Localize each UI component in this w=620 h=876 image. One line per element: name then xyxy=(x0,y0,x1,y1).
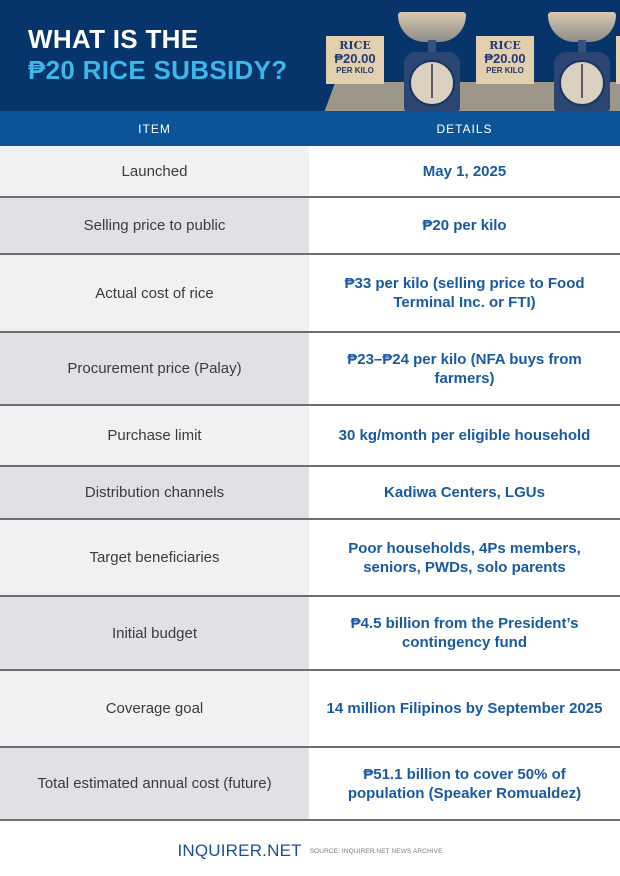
table-header: ITEM DETAILS xyxy=(0,111,620,146)
hero-banner: WHAT IS THE ₱20 RICE SUBSIDY? RICE ₱20.0… xyxy=(0,0,620,111)
rice-scales-photo: RICE ₱20.00 PER KILO RICE ₱20.00 PER KIL… xyxy=(322,0,620,111)
row-details: ₱51.1 billion to cover 50% of population… xyxy=(309,748,620,819)
price-sign: RICE ₱20.00 PER KILO xyxy=(326,36,384,84)
row-item: Initial budget xyxy=(0,597,309,669)
title-line-2: ₱20 RICE SUBSIDY? xyxy=(28,55,288,85)
title-line-1: WHAT IS THE xyxy=(28,24,199,54)
sign-price: ₱20.00 xyxy=(484,51,526,66)
sign-unit: PER KILO xyxy=(486,66,524,75)
row-details: ₱33 per kilo (selling price to Food Term… xyxy=(309,255,620,331)
sign-price: ₱20.00 xyxy=(334,51,376,66)
price-sign: RICE ₱20.00 PER KILO xyxy=(476,36,534,84)
column-header-item: ITEM xyxy=(138,121,171,136)
page-title: WHAT IS THE ₱20 RICE SUBSIDY? xyxy=(28,24,287,86)
row-details: Kadiwa Centers, LGUs xyxy=(309,467,620,518)
sign-label: RICE xyxy=(489,39,521,52)
source-note: SOURCE: INQUIRER.NET NEWS ARCHIVE xyxy=(309,847,443,855)
row-item: Distribution channels xyxy=(0,467,309,518)
row-item: Launched xyxy=(0,146,309,196)
table-row-coverage-goal: Coverage goal 14 million Filipinos by Se… xyxy=(0,671,620,748)
column-header-details: DETAILS xyxy=(436,121,493,136)
row-item: Purchase limit xyxy=(0,406,309,465)
table-row-actual-cost: Actual cost of rice ₱33 per kilo (sellin… xyxy=(0,255,620,333)
row-details: May 1, 2025 xyxy=(309,146,620,196)
table-row-launched: Launched May 1, 2025 xyxy=(0,146,620,198)
sign-unit: PER KILO xyxy=(336,66,374,75)
row-item: Total estimated annual cost (future) xyxy=(0,748,309,819)
row-details: ₱4.5 billion from the President’s contin… xyxy=(309,597,620,669)
inquirer-logo: INQUIRER.NET xyxy=(177,841,302,860)
table-row-annual-cost: Total estimated annual cost (future) ₱51… xyxy=(0,748,620,821)
row-details: Poor households, 4Ps members, seniors, P… xyxy=(309,520,620,595)
row-details: ₱23–₱24 per kilo (NFA buys from farmers) xyxy=(309,333,620,404)
row-details: 30 kg/month per eligible household xyxy=(309,406,620,465)
sign-label: RICE xyxy=(339,39,371,52)
table-row-initial-budget: Initial budget ₱4.5 billion from the Pre… xyxy=(0,597,620,671)
row-details: ₱20 per kilo xyxy=(309,198,620,253)
footer: INQUIRER.NET SOURCE: INQUIRER.NET NEWS A… xyxy=(0,838,620,864)
table-row-target-beneficiaries: Target beneficiaries Poor households, 4P… xyxy=(0,520,620,597)
row-details: 14 million Filipinos by September 2025 xyxy=(309,671,620,746)
table-row-distribution-channels: Distribution channels Kadiwa Centers, LG… xyxy=(0,467,620,520)
row-item: Selling price to public xyxy=(0,198,309,253)
row-item: Target beneficiaries xyxy=(0,520,309,595)
table-row-selling-price: Selling price to public ₱20 per kilo xyxy=(0,198,620,255)
price-sign-partial xyxy=(616,36,620,84)
row-item: Actual cost of rice xyxy=(0,255,309,331)
subsidy-table: Launched May 1, 2025 Selling price to pu… xyxy=(0,146,620,821)
row-item: Coverage goal xyxy=(0,671,309,746)
row-item: Procurement price (Palay) xyxy=(0,333,309,404)
table-row-procurement-price: Procurement price (Palay) ₱23–₱24 per ki… xyxy=(0,333,620,406)
table-row-purchase-limit: Purchase limit 30 kg/month per eligible … xyxy=(0,406,620,467)
